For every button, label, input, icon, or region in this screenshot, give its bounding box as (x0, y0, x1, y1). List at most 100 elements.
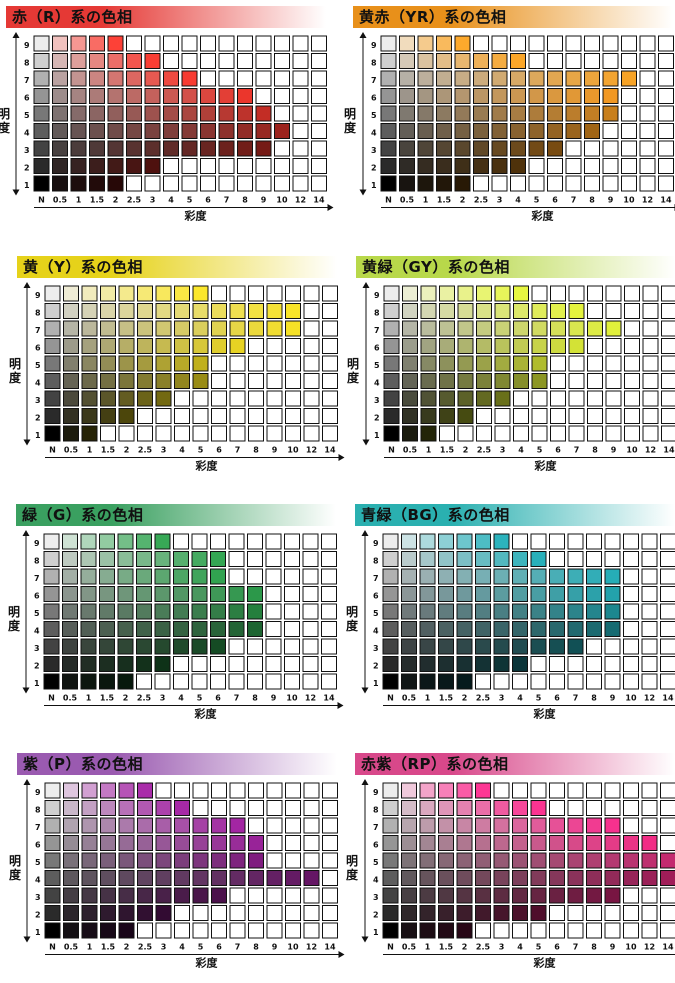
value-tick-label: 1 (373, 928, 379, 937)
value-tick-label: 5 (371, 111, 377, 120)
empty-cell (587, 355, 603, 372)
empty-cell (605, 285, 622, 302)
empty-cell (624, 390, 640, 407)
empty-cell (550, 390, 566, 407)
color-swatch-cell (382, 673, 399, 690)
color-swatch-cell (401, 568, 417, 585)
chroma-tick-label: 4 (178, 694, 184, 703)
color-swatch-cell (417, 140, 434, 157)
color-swatch-cell (531, 355, 548, 372)
chroma-tick-label: 8 (589, 196, 595, 205)
color-swatch-cell (383, 285, 400, 302)
x-axis-label: 彩度 (533, 956, 557, 970)
empty-cell (285, 887, 301, 904)
empty-cell (528, 53, 545, 69)
color-swatch-cell (438, 533, 454, 550)
color-swatch-cell (107, 70, 124, 87)
color-swatch-cell (247, 586, 263, 602)
empty-cell (621, 140, 637, 157)
empty-cell (192, 922, 209, 939)
color-swatch-cell (602, 105, 619, 122)
color-swatch-cell (565, 88, 582, 104)
color-swatch-cell (99, 586, 115, 602)
empty-cell (265, 638, 282, 655)
color-swatch-cell (475, 656, 491, 672)
empty-cell (248, 800, 264, 816)
empty-cell (586, 656, 602, 672)
color-swatch-cell (107, 123, 124, 139)
color-swatch-cell (383, 338, 400, 354)
chroma-tick-label: 5 (534, 196, 540, 205)
hue-chart-panel: 赤紫（RP）系の色相 明度 9 8 7 6 5 4 3 2 1 N 0.5 1 1.5 2 2.5 3 4 5 6 7 8 9… (346, 753, 675, 978)
color-swatch-cell (420, 408, 437, 424)
empty-cell (513, 425, 529, 442)
chroma-tick-label: N (387, 694, 394, 703)
empty-cell (284, 551, 300, 567)
empty-cell (531, 390, 548, 407)
color-swatch-cell (436, 140, 452, 157)
color-swatch-cell (285, 870, 301, 886)
color-swatch-cell (456, 852, 473, 869)
empty-cell (274, 88, 290, 104)
color-swatch-cell (438, 852, 454, 869)
color-swatch-cell (100, 782, 116, 799)
empty-cell (642, 373, 659, 389)
color-swatch-cell (417, 70, 434, 87)
chroma-tick-label: 2.5 (474, 196, 489, 205)
empty-cell (586, 551, 602, 567)
empty-cell (237, 53, 253, 69)
chroma-tick-label: 2.5 (476, 694, 491, 703)
empty-cell (660, 638, 675, 655)
empty-cell (549, 782, 565, 799)
chroma-tick-label: 8 (242, 196, 248, 205)
color-swatch-cell (456, 568, 473, 585)
empty-cell (229, 922, 246, 939)
color-swatch-cell (641, 870, 658, 886)
empty-cell (285, 852, 301, 869)
empty-cell (567, 673, 584, 690)
color-swatch-cell (382, 533, 399, 550)
chroma-tick-label: 8 (591, 943, 597, 952)
color-swatch-cell (173, 586, 189, 602)
color-swatch-cell (419, 887, 436, 904)
chroma-tick-label: 2 (462, 694, 468, 703)
color-swatch-cell (549, 621, 565, 637)
color-swatch-cell (89, 105, 105, 122)
empty-cell (531, 408, 548, 424)
empty-cell (321, 586, 337, 602)
color-swatch-cell (623, 852, 639, 869)
empty-cell (181, 53, 198, 69)
empty-cell (285, 905, 301, 921)
x-axis-label: 彩度 (195, 956, 219, 970)
color-swatch-cell (439, 338, 455, 354)
empty-cell (641, 905, 658, 921)
color-swatch-cell (550, 320, 566, 337)
color-swatch-cell (417, 88, 434, 104)
empty-cell (475, 673, 491, 690)
color-swatch-cell (454, 35, 471, 52)
color-swatch-cell (89, 140, 105, 157)
color-swatch-cell (439, 373, 455, 389)
empty-cell (605, 390, 622, 407)
color-swatch-cell (586, 603, 602, 620)
color-swatch-cell (399, 35, 415, 52)
empty-cell (285, 373, 301, 389)
color-swatch-cell (436, 123, 452, 139)
empty-cell (641, 568, 658, 585)
empty-cell (491, 35, 508, 52)
color-swatch-cell (436, 70, 452, 87)
chroma-tick-label: 6 (555, 446, 561, 455)
chroma-tick-label: 1.5 (100, 694, 115, 703)
color-swatch-cell (173, 551, 189, 567)
empty-cell (136, 673, 152, 690)
color-swatch-cell (99, 568, 115, 585)
empty-cell (284, 621, 300, 637)
color-swatch-cell (63, 373, 79, 389)
empty-cell (229, 425, 246, 442)
empty-cell (292, 70, 309, 87)
empty-cell (266, 408, 283, 424)
empty-cell (321, 551, 337, 567)
color-swatch-cell (229, 852, 246, 869)
color-swatch-cell (549, 568, 565, 585)
